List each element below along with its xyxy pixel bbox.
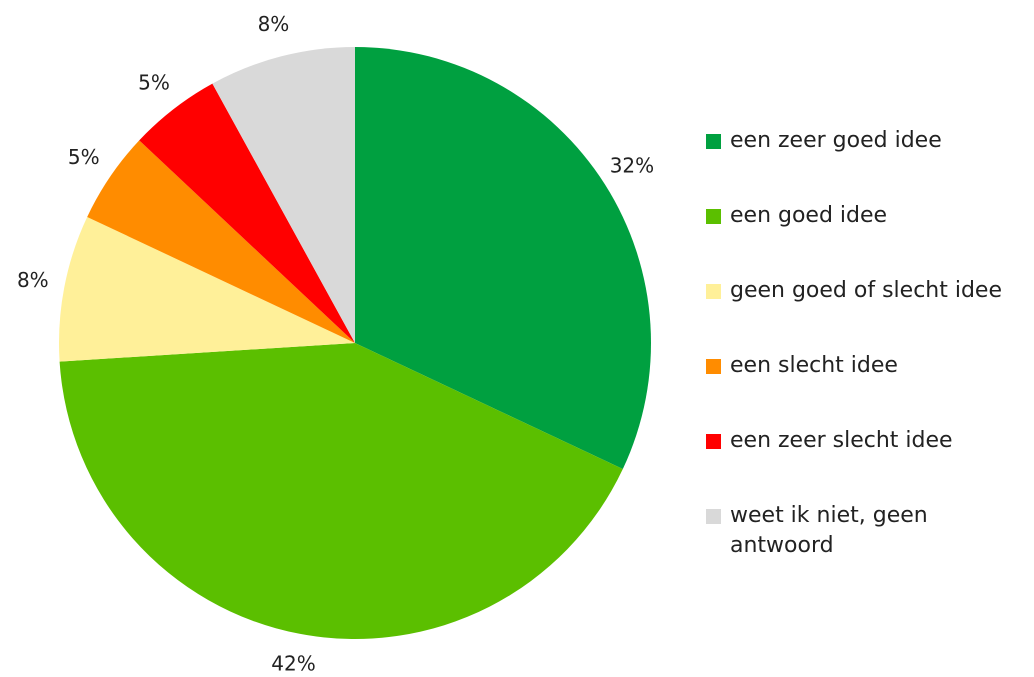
legend-item: een zeer slecht idee <box>706 426 1020 501</box>
data-label: 5% <box>138 70 170 94</box>
pie-slice <box>212 47 355 343</box>
legend-label: geen goed of slecht idee <box>730 278 1003 303</box>
legend-swatch <box>706 284 721 299</box>
legend-label: een goed idee <box>730 203 888 228</box>
legend-item: geen goed of slecht idee <box>706 276 1020 351</box>
legend-swatch <box>706 134 721 149</box>
legend-item: een goed idee <box>706 201 1020 276</box>
legend-item: een zeer goed idee <box>706 126 1020 201</box>
legend-label: een zeer slecht idee <box>730 428 953 453</box>
data-label: 32% <box>610 154 654 178</box>
legend: een zeer goed idee een goed idee geen goed… <box>706 126 1020 576</box>
legend-label: een slecht idee <box>730 353 898 378</box>
legend-label: weet ik niet, geen antwoord <box>730 503 928 558</box>
data-label: 8% <box>17 268 49 292</box>
legend-swatch <box>706 209 721 224</box>
pie-slice <box>355 47 651 470</box>
data-label: 42% <box>271 652 315 676</box>
pie-slice <box>139 83 355 343</box>
pie-slice <box>58 216 355 362</box>
legend-swatch <box>706 434 721 449</box>
data-label: 5% <box>68 145 100 169</box>
legend-swatch <box>706 359 721 374</box>
legend-swatch <box>706 509 721 524</box>
legend-item: een slecht idee <box>706 351 1020 426</box>
data-label: 8% <box>258 12 290 36</box>
pie-slice <box>59 343 623 639</box>
pie-slice <box>87 140 355 343</box>
legend-item: weet ik niet, geen antwoord <box>706 501 1020 576</box>
legend-label: een zeer goed idee <box>730 128 942 153</box>
